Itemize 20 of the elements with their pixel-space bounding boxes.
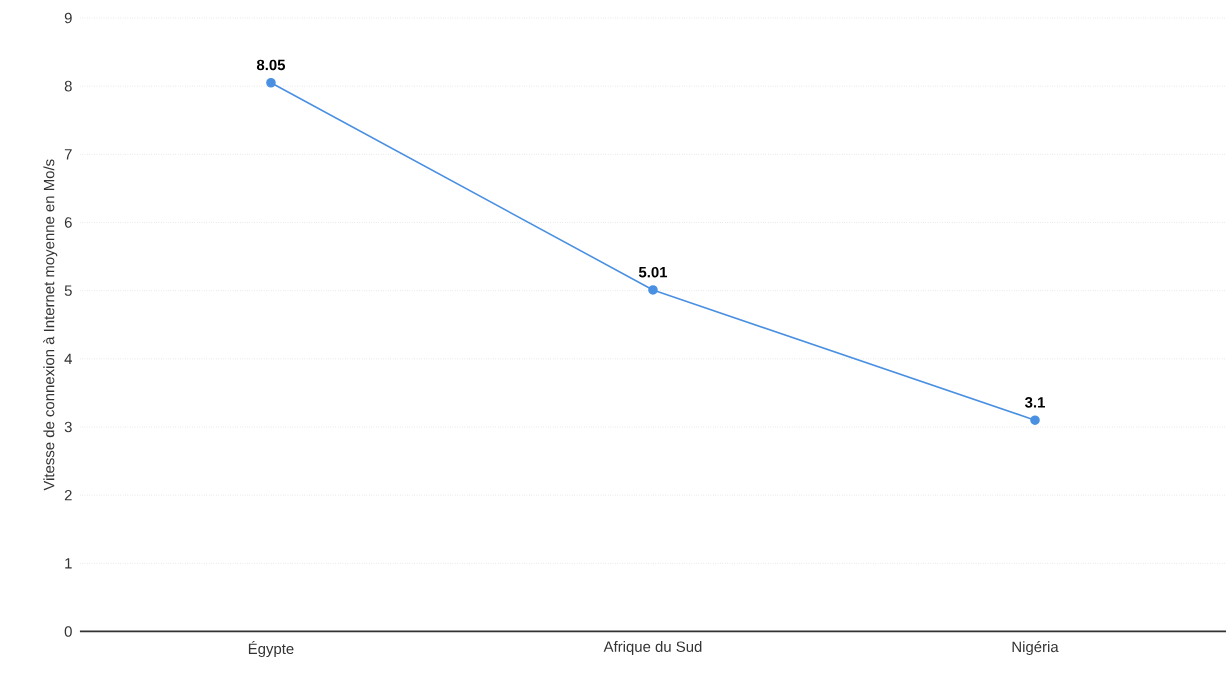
data-label: 3.1 xyxy=(1024,396,1045,408)
y-axis-title: Vitesse de connexion à Internet moyenne en Mo/s xyxy=(43,159,58,491)
x-tick-label: Afrique du Sud xyxy=(603,640,702,655)
y-tick-label: 9 xyxy=(64,12,72,24)
y-tick-label: 4 xyxy=(64,353,72,364)
point xyxy=(1030,415,1040,425)
y-tick-label: 7 xyxy=(64,148,72,160)
data-label: 5.01 xyxy=(638,266,668,278)
y-tick-label: 1 xyxy=(65,557,72,569)
point xyxy=(266,77,276,88)
y-tick-label: 3 xyxy=(64,421,72,433)
point xyxy=(648,284,658,295)
y-tick-label: 2 xyxy=(64,489,72,501)
data-label: 8.05 xyxy=(256,59,286,70)
y-tick-label: 0 xyxy=(64,625,72,637)
y-tick-label: 6 xyxy=(64,216,72,228)
y-tick-label: 5 xyxy=(64,285,72,296)
x-tick-label: Égypte xyxy=(248,640,294,657)
y-tick-label: 8 xyxy=(64,80,72,92)
x-tick-label: Nigéria xyxy=(1012,640,1059,655)
